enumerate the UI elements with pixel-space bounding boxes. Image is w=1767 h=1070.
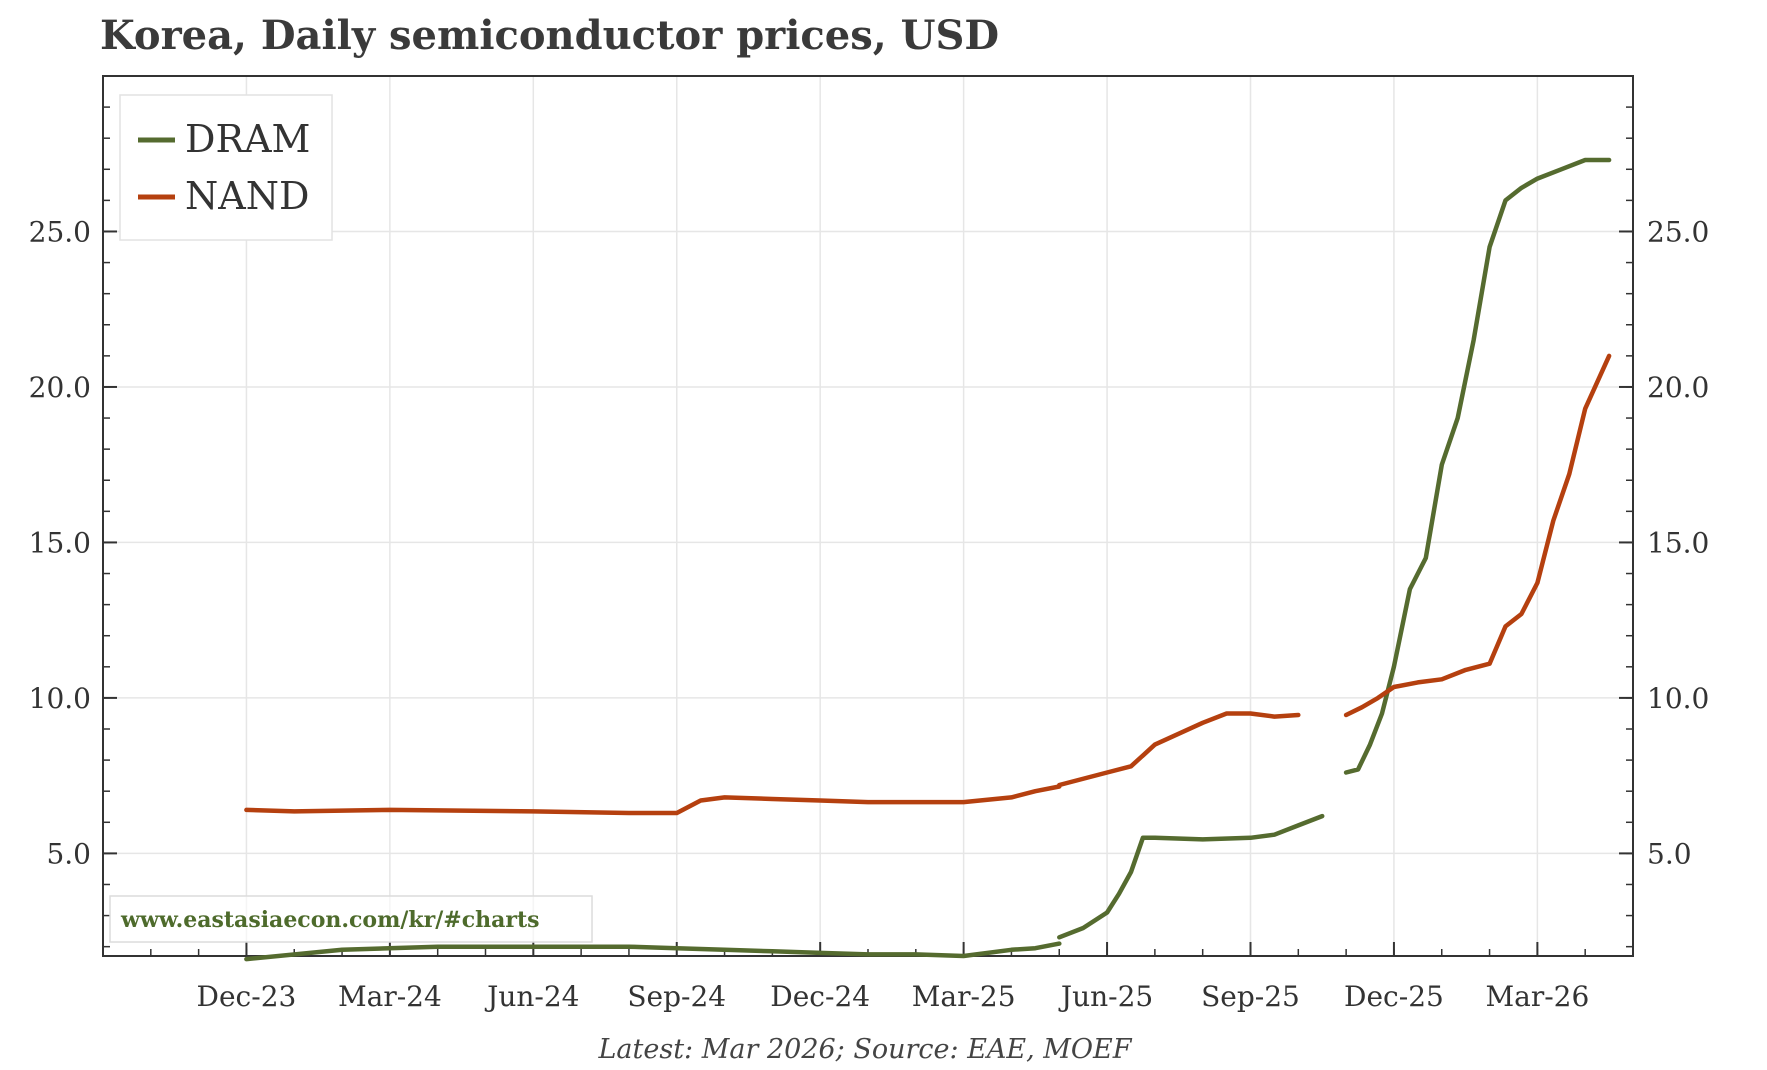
y-tick-label-left: 25.0 <box>29 215 91 248</box>
x-tick-label: Dec-25 <box>1344 980 1444 1013</box>
watermark-box <box>109 895 593 943</box>
watermark: www.eastasiaecon.com/kr/#charts <box>109 895 593 943</box>
x-tick-label: Mar-25 <box>912 980 1016 1013</box>
series-line-dram <box>1343 157 1612 775</box>
y-tick-label-left: 20.0 <box>29 371 91 404</box>
legend-box <box>119 94 333 241</box>
y-tick-label-right: 15.0 <box>1647 526 1709 559</box>
x-tick-label: Jun-25 <box>1058 980 1153 1013</box>
series-line-dram <box>1057 813 1325 940</box>
y-tick-label-left: 5.0 <box>46 837 91 870</box>
x-tick-label: Mar-24 <box>338 980 442 1013</box>
axis-layer: Dec-23 Mar-24 Jun-24 Sep-24 Dec-24 Mar-25 Jun-… <box>29 106 1709 1013</box>
y-tick-label-right: 25.0 <box>1647 215 1709 248</box>
x-tick-label: Sep-24 <box>627 980 726 1013</box>
series-line-dram <box>244 941 1062 962</box>
x-tick-label: Dec-24 <box>770 980 870 1013</box>
x-tick-label: Sep-25 <box>1201 980 1300 1013</box>
y-tick-label-right: 10.0 <box>1647 682 1709 715</box>
footer-source: Latest: Mar 2026; Source: EAE, MOEF <box>598 1034 1133 1065</box>
series-line-nand <box>1057 711 1301 788</box>
x-tick-label: Mar-26 <box>1485 980 1589 1013</box>
y-tick-label-right: 5.0 <box>1647 837 1692 870</box>
y-tick-label-left: 10.0 <box>29 682 91 715</box>
watermark-text: www.eastasiaecon.com/kr/#charts <box>120 907 540 933</box>
y-tick-label-left: 15.0 <box>29 526 91 559</box>
series-layer <box>244 157 1612 962</box>
legend-label-dram: DRAM <box>185 117 310 161</box>
chart-title: Korea, Daily semiconductor prices, USD <box>100 12 1000 59</box>
series-line-nand <box>1343 353 1612 718</box>
series-line-nand <box>244 784 1062 816</box>
grid-layer <box>103 76 1633 956</box>
legend-label-nand: NAND <box>185 174 309 218</box>
legend: DRAM NAND <box>119 94 333 241</box>
y-tick-label-right: 20.0 <box>1647 371 1709 404</box>
x-tick-label: Dec-23 <box>197 980 297 1013</box>
x-tick-label: Jun-24 <box>484 980 579 1013</box>
